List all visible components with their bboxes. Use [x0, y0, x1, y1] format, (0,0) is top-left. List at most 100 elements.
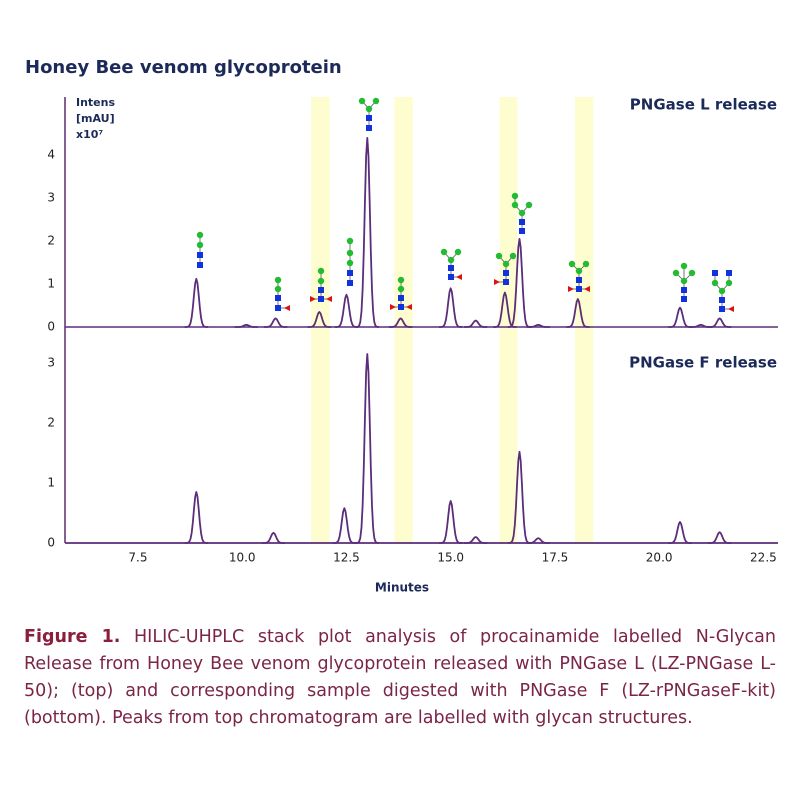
- glcnac: [318, 287, 324, 293]
- y-tick-label: 2: [47, 234, 55, 248]
- glcnac: [398, 295, 404, 301]
- mannose: [672, 269, 680, 277]
- y-tick-label: 1: [47, 476, 55, 490]
- mannose: [680, 277, 688, 285]
- mannose: [509, 252, 517, 260]
- glcnac: [719, 306, 725, 312]
- peak: [184, 491, 209, 544]
- peak: [388, 317, 413, 328]
- x-tick-label: 15.0: [437, 551, 464, 565]
- fucose: [584, 286, 590, 292]
- glcnac: [366, 115, 372, 121]
- mannose: [274, 276, 282, 284]
- mannose: [725, 279, 733, 287]
- y-axis-label: Intens: [76, 96, 115, 109]
- peak: [707, 317, 732, 328]
- glcnac: [448, 265, 454, 271]
- y-tick-label: 3: [47, 191, 55, 205]
- glcnac: [519, 219, 525, 225]
- mannose: [495, 252, 503, 260]
- glycan-icon: [494, 252, 517, 285]
- highlight-band: [311, 97, 330, 543]
- mannose: [568, 260, 576, 268]
- fucose: [284, 305, 290, 311]
- mannose: [582, 260, 590, 268]
- y-axis-label: [mAU]: [76, 112, 115, 125]
- glcnac: [712, 270, 718, 276]
- fucose: [390, 304, 396, 310]
- y-tick-label: 0: [47, 536, 55, 550]
- y-tick-label: 3: [47, 356, 55, 370]
- x-tick-label: 22.5: [750, 551, 777, 565]
- glcnac: [275, 295, 281, 301]
- highlights: [311, 97, 594, 543]
- peak: [464, 319, 488, 328]
- glycan-icon: [672, 262, 696, 302]
- panel-label: PNGase F release: [629, 354, 777, 372]
- glycan-icon: [711, 270, 734, 312]
- glcnac: [681, 296, 687, 302]
- peak: [507, 450, 532, 544]
- fucose: [494, 279, 500, 285]
- peak: [526, 323, 550, 328]
- y-tick-label: 0: [47, 320, 55, 334]
- glcnac: [366, 125, 372, 131]
- mannose: [718, 287, 726, 295]
- fucose: [310, 296, 316, 302]
- mannose: [365, 105, 373, 113]
- mannose: [711, 279, 719, 287]
- highlight-band: [499, 97, 518, 543]
- peak: [334, 293, 359, 328]
- peak: [668, 306, 692, 328]
- glcnac: [519, 228, 525, 234]
- mannose: [196, 241, 204, 249]
- panel-label: PNGase L release: [630, 96, 777, 114]
- fucose: [456, 274, 462, 280]
- mannose: [358, 97, 366, 105]
- peak: [332, 507, 357, 544]
- glycan-icon: [511, 192, 533, 234]
- mannose: [397, 285, 405, 293]
- x-tick-label: 12.5: [333, 551, 360, 565]
- glycan-icon: [358, 97, 380, 131]
- mannose: [518, 209, 526, 217]
- caption-text: HILIC-UHPLC stack plot analysis of proca…: [24, 627, 776, 728]
- y-tick-label: 2: [47, 416, 55, 430]
- glcnac: [719, 297, 725, 303]
- mannose: [680, 262, 688, 270]
- y-tick-label: 4: [47, 148, 55, 162]
- highlight-band: [394, 97, 413, 543]
- mannose: [525, 201, 533, 209]
- y-tick-label: 1: [47, 277, 55, 291]
- glcnac: [576, 286, 582, 292]
- glcnac: [448, 274, 454, 280]
- caption: Figure 1. HILIC-UHPLC stack plot analysi…: [24, 624, 776, 732]
- mannose: [317, 267, 325, 275]
- x-tick-label: 10.0: [229, 551, 256, 565]
- mannose: [440, 248, 448, 256]
- mannose: [447, 256, 455, 264]
- glycan-icon: [568, 260, 590, 292]
- peak: [234, 323, 259, 328]
- glcnac: [398, 304, 404, 310]
- mannose: [274, 285, 282, 293]
- glcnac: [318, 296, 324, 302]
- glycan-icon: [440, 248, 462, 280]
- glcnac: [726, 270, 732, 276]
- peak: [707, 531, 732, 544]
- glcnac: [197, 252, 203, 258]
- mannose: [317, 277, 325, 285]
- peak: [566, 298, 590, 328]
- fucose: [406, 304, 412, 310]
- mannose: [346, 237, 354, 245]
- x-tick-label: 7.5: [128, 551, 147, 565]
- x-tick-label: 17.5: [542, 551, 569, 565]
- mannose: [511, 201, 519, 209]
- glycan-icon: [310, 267, 332, 302]
- glcnac: [503, 279, 509, 285]
- chart-title: Honey Bee venom glycoprotein: [25, 57, 342, 78]
- mannose: [502, 260, 510, 268]
- glcnac: [347, 270, 353, 276]
- x-axis-label: Minutes: [375, 581, 429, 595]
- peak: [355, 136, 380, 328]
